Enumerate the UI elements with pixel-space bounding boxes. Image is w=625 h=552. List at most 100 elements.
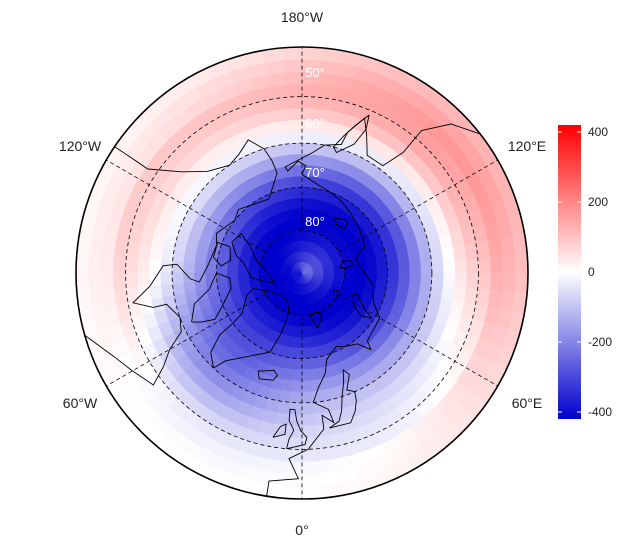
field-cell [301,198,309,210]
field-cell [171,272,185,285]
field-cell [294,346,303,359]
field-cell [442,272,456,287]
field-cell [183,262,196,274]
field-cell [308,187,318,200]
field-cell [216,265,229,274]
field-cell [301,424,317,438]
colorbar-tick-label: 200 [588,195,608,209]
colorbar-tick-label: -400 [588,405,612,419]
lon-label-60w: 60°W [63,395,98,411]
field-cell [160,248,175,263]
lat-label-80: 80° [305,214,325,229]
coastline [286,408,308,450]
field-cell [487,237,503,257]
field-cell [101,237,117,257]
field-cell [301,47,323,61]
field-cell [266,72,286,88]
meridian-line [106,293,266,387]
field-cell [315,96,333,112]
field-cell [418,282,432,296]
field-cell [281,378,293,392]
field-cell [137,244,152,261]
field-cell [475,239,491,258]
field-cell [301,131,315,144]
field-cell [227,266,239,274]
field-cell [279,389,293,403]
lon-label-120e: 120°E [508,138,546,154]
meridian-line [338,293,498,387]
field-cell [452,244,467,261]
field-cell [475,288,491,307]
field-cell [289,402,303,415]
field-cell [514,252,528,274]
field-cell [290,390,303,404]
coastline [84,139,278,386]
field-cell [301,460,320,475]
coastline [329,368,357,429]
field-cell [301,187,310,200]
field-cell [313,411,329,426]
field-cell [375,265,388,274]
lat-label-60: 60° [305,116,325,131]
map-border [75,46,529,500]
field-cell [291,154,303,167]
field-cell [386,272,399,282]
field-cell [291,379,303,392]
colorbar [558,125,581,419]
field-cell [301,84,319,98]
field-cell [286,346,296,359]
field-cell [301,346,310,359]
field-cell [248,268,261,274]
field-cell [431,260,444,274]
field-cell [295,336,303,348]
field-cell [171,261,185,274]
field-cell [386,264,399,274]
coastlines [84,114,481,497]
field-cell [301,390,314,404]
field-cell [205,272,218,282]
field-cell [297,314,303,327]
field-cell [301,485,323,499]
field-cell [429,248,444,263]
coastline [333,289,339,302]
field-cell [408,262,421,274]
meridian-line [106,159,266,253]
field-cell [408,272,421,284]
meridian-line [338,159,498,253]
field-cell [301,413,316,427]
field-cell [477,272,491,290]
field-cell [125,242,141,260]
field-cell [205,255,219,266]
field-cell [287,424,303,438]
field-cell [277,131,292,146]
field-cell [125,272,139,289]
field-cell [286,96,303,110]
field-cell [315,434,333,450]
coastline [191,272,232,323]
field-cell [354,272,367,279]
field-cell [88,272,103,292]
field-cell [419,261,433,274]
field-cell [194,253,208,265]
colorbar-tick-label: -200 [588,335,612,349]
field-cell [397,263,410,274]
field-cell [172,250,186,264]
field-cell [160,272,173,286]
field-cell [293,176,303,189]
field-cell [489,272,504,291]
field-cell [275,120,291,135]
field-cell [149,246,164,262]
field-cell [76,272,90,294]
field-cell [489,255,504,274]
coastline [210,288,290,369]
field-cell [290,142,303,156]
field-cell [440,246,455,262]
field-cell [463,242,479,260]
field-cell [273,108,290,123]
field-cell [453,258,467,274]
field-cell [301,230,307,242]
field-cell [463,286,479,304]
field-cell [297,304,303,316]
field-cell [292,368,303,381]
